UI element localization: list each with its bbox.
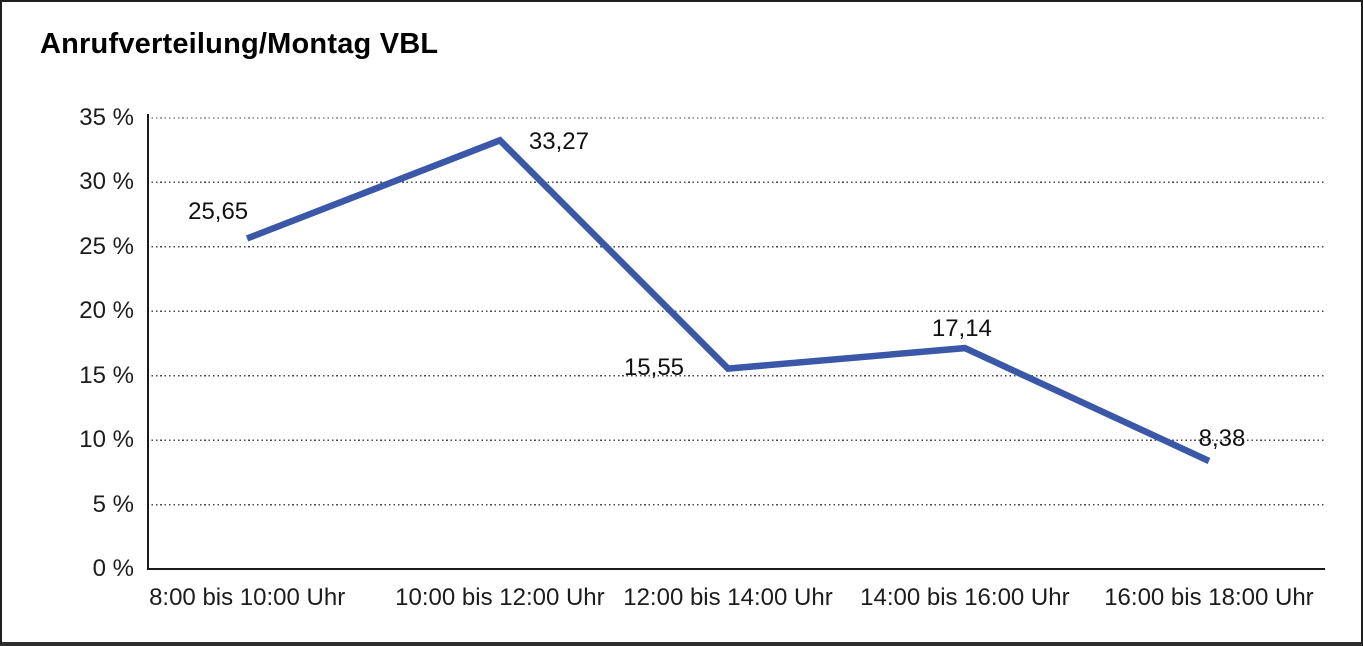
x-category-label: 12:00 bis 14:00 Uhr — [623, 584, 833, 611]
y-tick-label: 15 % — [79, 361, 134, 389]
x-category-label: 14:00 bis 16:00 Uhr — [860, 584, 1070, 611]
data-point-label: 8,38 — [1198, 425, 1246, 453]
y-tick-label: 30 % — [79, 168, 134, 196]
x-category-label: 8:00 bis 10:00 Uhr — [149, 584, 346, 611]
y-tick-label: 5 % — [92, 490, 134, 518]
data-point-label: 33,27 — [528, 128, 589, 156]
y-tick-label: 35 % — [79, 104, 134, 131]
data-point-label: 15,55 — [623, 353, 685, 381]
data-point-label: 17,14 — [931, 315, 992, 343]
data-series-line — [245, 136, 1211, 464]
y-tick-label: 0 % — [92, 555, 134, 582]
y-tick-label: 20 % — [79, 297, 134, 325]
chart-title: Anrufverteilung/Montag VBL — [40, 28, 439, 60]
data-point-label: 25,65 — [188, 198, 249, 226]
y-tick-label: 10 % — [79, 426, 134, 454]
x-category-label: 10:00 bis 12:00 Uhr — [395, 584, 605, 611]
y-tick-label: 25 % — [79, 232, 134, 260]
x-category-label: 16:00 bis 18:00 Uhr — [1104, 584, 1314, 611]
